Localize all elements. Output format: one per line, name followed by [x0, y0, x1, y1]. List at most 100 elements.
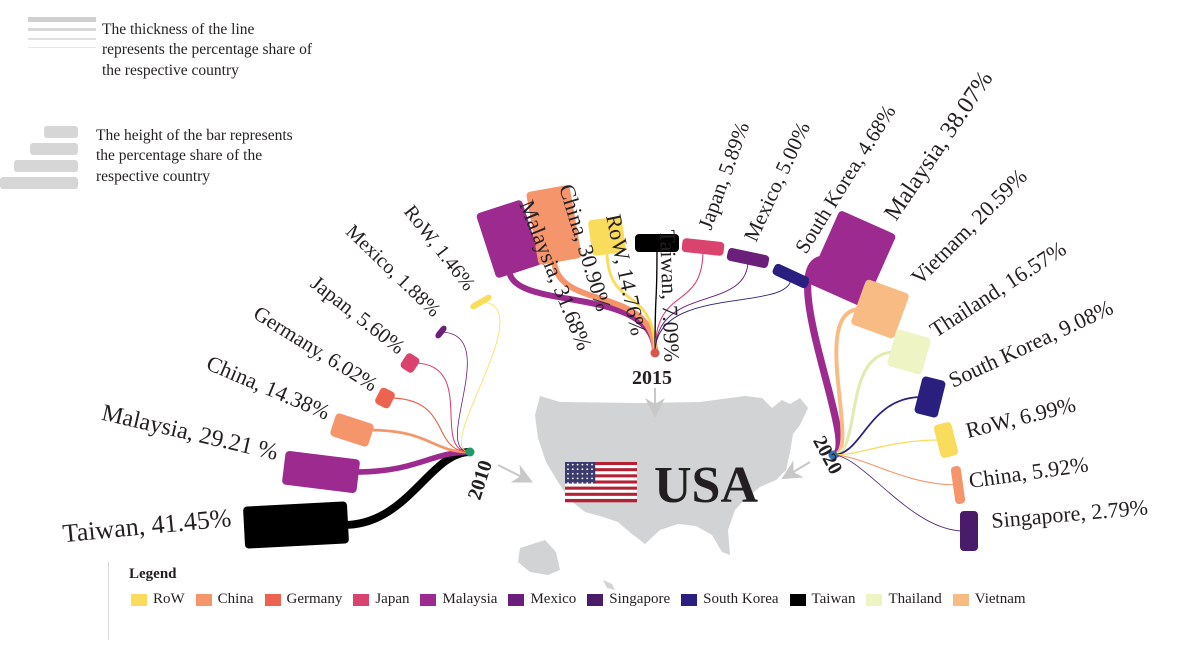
- flow-line-2010-germany: [388, 397, 471, 453]
- bar-2010-row: [470, 294, 492, 310]
- hub-2020: [828, 450, 838, 460]
- year-label-2015: 2015: [632, 367, 672, 389]
- bar-2015-china: [526, 185, 582, 265]
- label-2010-taiwan: Taiwan, 41.45%: [61, 503, 232, 548]
- bar-2010-germany: [375, 387, 395, 409]
- bar-2015-japan: [681, 238, 725, 256]
- label-2010-malaysia: Malaysia, 29.21 %: [99, 400, 280, 466]
- bar-2010-china: [330, 413, 374, 447]
- line-thickness-note: The thickness of the line represents the…: [102, 21, 312, 79]
- hub-2010: [465, 447, 475, 457]
- label-2020-china: China, 5.92%: [967, 451, 1090, 493]
- legend-item-singapore: Singapore: [587, 591, 670, 608]
- legend-label-japan: Japan: [375, 591, 410, 607]
- bar-2015-taiwan: [635, 234, 679, 252]
- flow-lines: [340, 247, 965, 532]
- legend-swatch-row: [131, 593, 147, 606]
- flow-line-2015-japan: [654, 249, 704, 354]
- bar-2015-south-korea: [772, 263, 810, 289]
- bar-2015-malaysia: [476, 200, 542, 278]
- legend-item-thailand: Thailand: [866, 591, 942, 608]
- legend-swatch-germany: [264, 593, 281, 606]
- flow-line-2015-row: [605, 248, 657, 355]
- legend-item-south-korea: South Korea: [681, 591, 779, 608]
- legend-label-china: China: [217, 591, 254, 607]
- legend-label-vietnam: Vietnam: [974, 591, 1026, 607]
- bar-2010-taiwan: [243, 501, 349, 549]
- legend-label-singapore: Singapore: [609, 591, 671, 607]
- destination-label: USA: [654, 457, 758, 514]
- flow-line-2020-malaysia: [804, 255, 843, 459]
- legend-item-mexico: Mexico: [508, 591, 576, 608]
- bar-2015-row: [588, 216, 626, 256]
- bar-2010-malaysia: [282, 451, 360, 493]
- label-2015-row: RoW, 14.76%: [601, 212, 651, 338]
- legend-swatch-south-korea: [681, 593, 698, 606]
- legend-swatch-japan: [353, 593, 370, 606]
- label-2020-singapore: Singapore, 2.79%: [990, 494, 1149, 533]
- legend-swatch-thailand: [866, 593, 883, 606]
- legend-title: Legend: [129, 566, 177, 582]
- usa-map: [518, 396, 808, 590]
- legend-swatch-taiwan: [789, 593, 806, 606]
- legend: Legend RoW China Germany Japan Malaysia Mexic…: [108, 562, 1199, 640]
- label-2015-taiwan: Taiwan, 7.09%: [655, 229, 685, 362]
- legend-label-mexico: Mexico: [530, 591, 577, 607]
- flow-line-2015-south-korea: [654, 277, 792, 354]
- bar-height-note-icon: [0, 126, 78, 189]
- legend-label-thailand: Thailand: [888, 591, 942, 607]
- flow-line-2015-china: [551, 255, 658, 356]
- bar-2020-vietnam: [851, 279, 909, 339]
- line-thickness-note-icon: [28, 17, 96, 48]
- legend-item-row: RoW: [131, 591, 185, 608]
- legend-swatch-singapore: [587, 593, 604, 606]
- country-bars: [243, 185, 978, 551]
- flow-line-2010-japan: [412, 362, 471, 453]
- flow-line-2020-singapore: [832, 454, 965, 532]
- legend-swatch-mexico: [508, 593, 525, 606]
- legend-label-row: RoW: [153, 591, 185, 607]
- legend-items: RoW China Germany Japan Malaysia Mexico Singap…: [131, 591, 1037, 608]
- label-2020-row: RoW, 6.99%: [963, 391, 1078, 442]
- alaska-shape: [518, 540, 560, 575]
- legend-swatch-malaysia: [420, 593, 437, 606]
- legend-label-malaysia: Malaysia: [442, 591, 498, 607]
- flow-line-2020-thailand: [831, 350, 897, 457]
- hub-arrows: [497, 388, 811, 483]
- flow-line-2020-row: [832, 439, 942, 456]
- flow-line-2020-vietnam: [831, 307, 863, 457]
- legend-label-taiwan: Taiwan: [811, 591, 856, 607]
- us-flag-icon: [565, 462, 637, 503]
- bar-2020-china: [950, 466, 966, 504]
- legend-item-china: China: [195, 591, 254, 608]
- legend-item-vietnam: Vietnam: [952, 591, 1026, 608]
- year-label-2010: 2010: [464, 458, 497, 503]
- legend-swatch-vietnam: [952, 593, 969, 606]
- bar-2015-mexico: [726, 248, 770, 268]
- flow-line-2010-mexico: [439, 331, 471, 453]
- usa-map-shape: [535, 396, 808, 555]
- arrow-2010-to-usa: [497, 464, 533, 483]
- flow-line-2015-mexico: [654, 260, 749, 354]
- flow-line-2020-china: [832, 454, 958, 486]
- hawaii-shape: [603, 580, 615, 590]
- flow-line-2010-china: [366, 428, 472, 454]
- flow-line-2010-row: [460, 301, 501, 453]
- hub-2015: [650, 348, 660, 358]
- legend-swatch-china: [195, 593, 212, 606]
- bar-2020-singapore: [960, 511, 978, 551]
- bar-2010-mexico: [435, 325, 447, 339]
- label-2015-japan: Japan, 5.89%: [693, 119, 754, 233]
- legend-item-malaysia: Malaysia: [420, 591, 497, 608]
- flow-line-2010-taiwan: [340, 448, 474, 529]
- bar-2010-japan: [400, 353, 420, 373]
- bar-2020-thailand: [887, 329, 931, 375]
- bar-height-note: The height of the bar represents the per…: [96, 127, 293, 185]
- arrow-2020-to-usa: [781, 460, 811, 480]
- bar-2020-row: [934, 422, 958, 458]
- flow-line-2015-taiwan: [654, 247, 658, 354]
- legend-item-taiwan: Taiwan: [789, 591, 856, 608]
- legend-label-south-korea: South Korea: [703, 591, 779, 607]
- flow-line-2010-malaysia: [351, 449, 473, 475]
